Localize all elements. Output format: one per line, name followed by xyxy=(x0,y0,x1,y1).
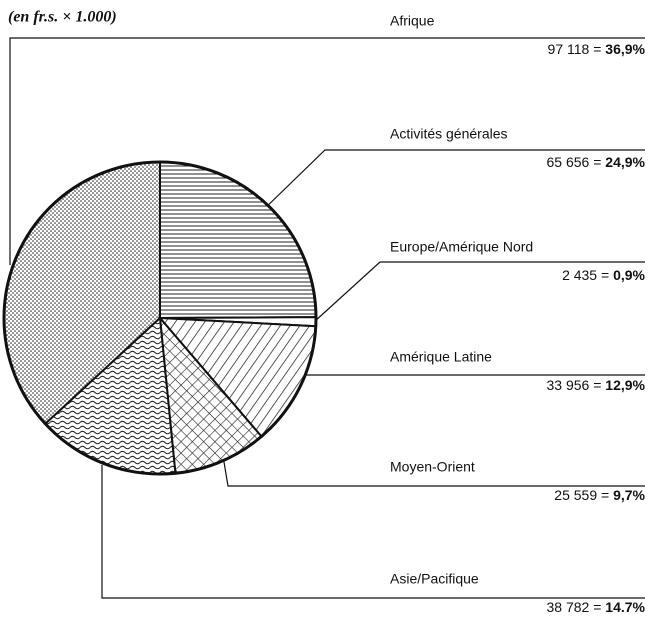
separator: = xyxy=(593,599,601,615)
value: 65 656 xyxy=(547,154,590,170)
value: 2 435 xyxy=(562,267,597,283)
leader-lines xyxy=(9,37,645,599)
separator: = xyxy=(593,377,601,393)
separator: = xyxy=(601,487,609,503)
category-label: Europe/Amérique Nord xyxy=(390,239,533,255)
chart-title: (en fr.s. × 1.000) xyxy=(8,9,117,26)
value: 33 956 xyxy=(547,377,590,393)
value: 38 782 xyxy=(547,599,590,615)
separator: = xyxy=(593,41,601,57)
separator: = xyxy=(601,267,609,283)
percentage: 24,9% xyxy=(605,154,645,170)
pie-outline xyxy=(2,160,318,476)
value: 97 118 xyxy=(548,41,590,57)
value-label: 2 435 = 0,9% xyxy=(562,267,645,283)
pie-slice xyxy=(159,160,318,320)
percentage: 9,7% xyxy=(613,487,645,503)
separator: = xyxy=(593,154,601,170)
value: 25 559 xyxy=(554,487,597,503)
category-label: Moyen-Orient xyxy=(390,459,475,475)
category-label: Amérique Latine xyxy=(390,349,492,365)
value-label: 65 656 = 24,9% xyxy=(547,154,646,170)
value-label: 33 956 = 12,9% xyxy=(547,377,646,393)
value-label: 97 118 = 36,9% xyxy=(548,41,646,57)
category-label: Asie/Pacifique xyxy=(390,571,479,587)
pie xyxy=(2,160,318,476)
labels: Afrique 97 118 = 36,9% Activités générales… xyxy=(390,13,646,615)
percentage: 36,9% xyxy=(605,41,645,57)
percentage: 14.7% xyxy=(605,599,645,615)
value-label: 25 559 = 9,7% xyxy=(554,487,645,503)
percentage: 12,9% xyxy=(605,377,645,393)
category-label: Afrique xyxy=(390,13,435,29)
percentage: 0,9% xyxy=(613,267,645,283)
value-label: 38 782 = 14.7% xyxy=(547,599,646,615)
category-label: Activités générales xyxy=(390,126,508,142)
